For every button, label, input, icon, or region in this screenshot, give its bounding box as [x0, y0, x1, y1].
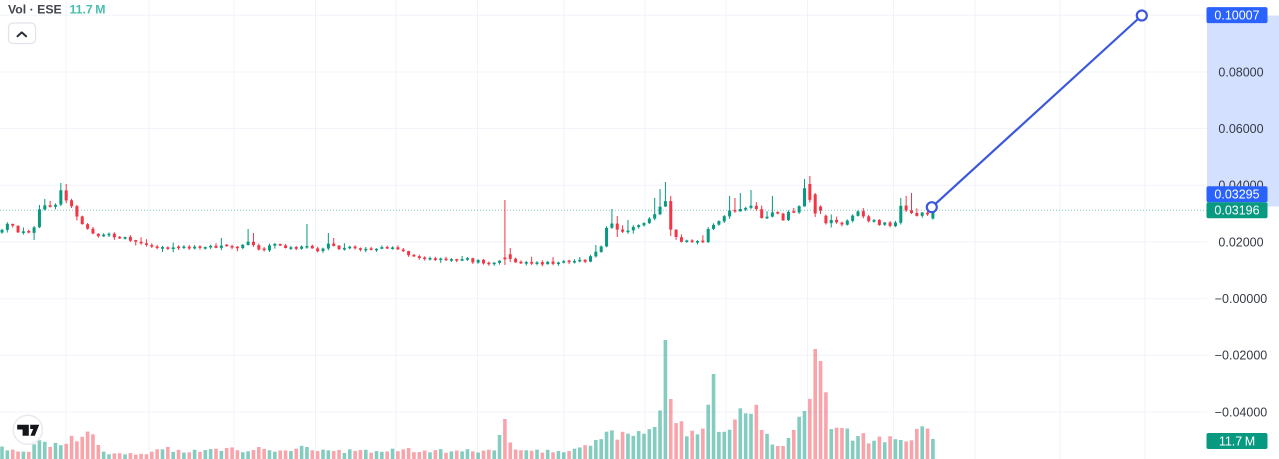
svg-text:11.7 M: 11.7 M [1219, 434, 1255, 448]
svg-text:0.06000: 0.06000 [1218, 122, 1263, 136]
svg-text:−0.02000: −0.02000 [1215, 349, 1268, 363]
svg-text:0.02000: 0.02000 [1218, 235, 1263, 249]
svg-text:0.03196: 0.03196 [1214, 204, 1259, 218]
svg-text:0.10007: 0.10007 [1214, 8, 1259, 22]
svg-text:Vol · ESE: Vol · ESE [8, 3, 62, 17]
svg-text:0.08000: 0.08000 [1218, 65, 1263, 79]
svg-text:0.03295: 0.03295 [1214, 188, 1259, 202]
svg-text:−0.04000: −0.04000 [1215, 405, 1268, 419]
svg-text:−0.00000: −0.00000 [1215, 292, 1268, 306]
svg-text:11.7 M: 11.7 M [70, 3, 106, 17]
